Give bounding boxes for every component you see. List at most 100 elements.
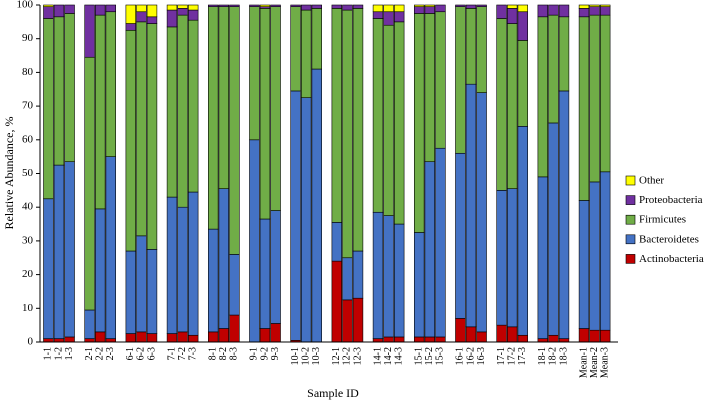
bar-segment-proteobacteria-17-3 [517, 11, 529, 41]
bar-segment-proteobacteria-15-2 [424, 6, 435, 14]
bar-segment-bacteroidetes-9-1 [249, 139, 260, 343]
bar-segment-firmicutes-9-1 [249, 6, 260, 141]
bar-segment-actinobacteria-8-3 [229, 314, 240, 343]
bar-segment-actinobacteria-12-3 [352, 297, 364, 343]
y-tick-label: 90 [22, 32, 34, 44]
legend-label-bacteroidetes: Bacteroidetes [639, 233, 699, 245]
bar-segment-actinobacteria-12-1 [331, 260, 342, 343]
bar-segment-proteobacteria-Mean-2 [589, 6, 600, 16]
bar-segment-bacteroidetes-14-2 [383, 215, 394, 338]
x-tick-label: 7-1 [166, 347, 177, 360]
legend-label-proteobacteria: Proteobacteria [639, 194, 703, 206]
bar-segment-proteobacteria-1-1 [43, 6, 54, 19]
y-tick-label: 0 [28, 336, 34, 348]
bar-segment-actinobacteria-14-3 [393, 336, 405, 343]
bar-segment-bacteroidetes-6-1 [125, 250, 137, 334]
legend-swatch-firmicutes [625, 214, 636, 225]
x-tick-label: 14-2 [383, 347, 394, 365]
bar-segment-firmicutes-8-2 [218, 6, 229, 189]
bar-segment-bacteroidetes-16-1 [455, 152, 466, 319]
bar-segment-firmicutes-17-1 [496, 18, 507, 191]
y-tick-label: 70 [22, 100, 34, 112]
bar-segment-firmicutes-12-3 [352, 8, 364, 252]
bar-segment-firmicutes-16-3 [476, 6, 487, 93]
bar-segment-firmicutes-15-3 [435, 11, 446, 149]
bar-segment-firmicutes-17-2 [506, 23, 518, 189]
x-tick-label: 10-1 [290, 347, 301, 365]
x-tick-label: Mean-3 [599, 347, 610, 378]
bar-segment-proteobacteria-12-2 [342, 4, 353, 11]
legend-label-other: Other [639, 175, 664, 187]
bar-segment-firmicutes-Mean-3 [599, 14, 611, 173]
bar-segment-actinobacteria-1-1 [43, 338, 54, 343]
legend-label-firmicutes: Firmicutes [639, 214, 686, 226]
bar-segment-other-14-1 [372, 4, 384, 13]
bar-segment-proteobacteria-14-2 [383, 11, 394, 26]
y-tick-label: 10 [22, 302, 34, 314]
bar-segment-other-6-3 [146, 4, 158, 18]
bar-segment-bacteroidetes-17-1 [496, 190, 507, 326]
bar-segment-other-14-2 [383, 4, 394, 13]
x-tick-label: 17-1 [496, 347, 507, 365]
x-tick-label: 2-1 [84, 347, 95, 360]
bar-segment-other-Mean-1 [578, 4, 590, 9]
bar-segment-firmicutes-2-3 [105, 11, 117, 157]
bar-segment-firmicutes-6-1 [125, 29, 137, 252]
bar-segment-actinobacteria-16-2 [465, 326, 477, 343]
bar-segment-actinobacteria-18-1 [537, 338, 549, 343]
bar-segment-bacteroidetes-10-2 [300, 97, 312, 343]
bar-segment-actinobacteria-1-2 [53, 338, 65, 343]
bar-segment-bacteroidetes-1-3 [64, 161, 75, 338]
legend-swatch-actinobacteria [625, 254, 636, 264]
bar-segment-firmicutes-1-2 [53, 16, 65, 166]
bar-segment-actinobacteria-15-1 [413, 336, 425, 343]
bar-segment-firmicutes-14-2 [383, 24, 394, 216]
bar-segment-bacteroidetes-6-3 [146, 249, 158, 334]
bar-segment-firmicutes-7-3 [188, 19, 199, 193]
bar-segment-bacteroidetes-12-2 [342, 257, 353, 301]
bar-segment-actinobacteria-6-2 [136, 331, 147, 343]
bar-segment-proteobacteria-8-2 [218, 4, 229, 7]
x-tick-label: 2-3 [105, 347, 116, 360]
bar-segment-proteobacteria-7-2 [177, 8, 188, 16]
x-tick-label: 1-3 [64, 347, 75, 360]
bar-segment-bacteroidetes-1-2 [53, 164, 65, 339]
bar-segment-firmicutes-6-3 [146, 23, 158, 250]
x-tick-label: 10-3 [311, 347, 322, 365]
bar-segment-proteobacteria-7-1 [166, 9, 178, 28]
x-tick-label: 7-2 [177, 347, 188, 360]
bar-segment-bacteroidetes-15-1 [413, 232, 425, 338]
x-tick-label: 6-2 [136, 347, 147, 360]
bar-segment-other-7-1 [166, 4, 178, 11]
bar-segment-other-6-1 [125, 4, 137, 24]
bar-segment-bacteroidetes-10-3 [311, 68, 322, 343]
bar-segment-proteobacteria-15-3 [435, 4, 446, 13]
bar-segment-actinobacteria-17-2 [506, 326, 518, 343]
bar-segment-other-Mean-2 [589, 4, 600, 7]
bar-segment-actinobacteria-Mean-2 [589, 329, 600, 343]
bar-segment-actinobacteria-17-3 [517, 334, 529, 343]
bar-segment-firmicutes-14-3 [393, 21, 405, 225]
bar-segment-firmicutes-10-2 [300, 9, 312, 98]
y-tick-label: 40 [22, 201, 34, 213]
bar-segment-actinobacteria-8-2 [218, 328, 229, 343]
bar-segment-bacteroidetes-Mean-1 [578, 200, 590, 329]
bar-segment-firmicutes-17-3 [517, 40, 529, 127]
bar-segment-firmicutes-8-1 [208, 6, 219, 230]
bar-segment-proteobacteria-16-3 [476, 4, 487, 7]
x-tick-label: 14-1 [372, 347, 383, 365]
bar-segment-firmicutes-8-3 [229, 6, 240, 255]
bar-segment-actinobacteria-12-2 [342, 299, 353, 343]
bar-segment-proteobacteria-12-1 [331, 4, 342, 9]
bar-segment-firmicutes-Mean-1 [578, 16, 590, 201]
bar-segment-bacteroidetes-2-2 [95, 208, 106, 333]
legend: Other Proteobacteria Firmicutes Bacteroidet… [625, 175, 704, 265]
bar-segment-proteobacteria-10-2 [300, 4, 312, 11]
bar-segment-firmicutes-9-2 [259, 8, 271, 220]
bar-segment-firmicutes-1-3 [64, 13, 75, 163]
bar-segment-bacteroidetes-18-1 [537, 176, 549, 339]
bar-segment-bacteroidetes-Mean-2 [589, 181, 600, 331]
legend-label-actinobacteria: Actinobacteria [639, 253, 704, 265]
bar-segment-bacteroidetes-12-3 [352, 250, 364, 299]
